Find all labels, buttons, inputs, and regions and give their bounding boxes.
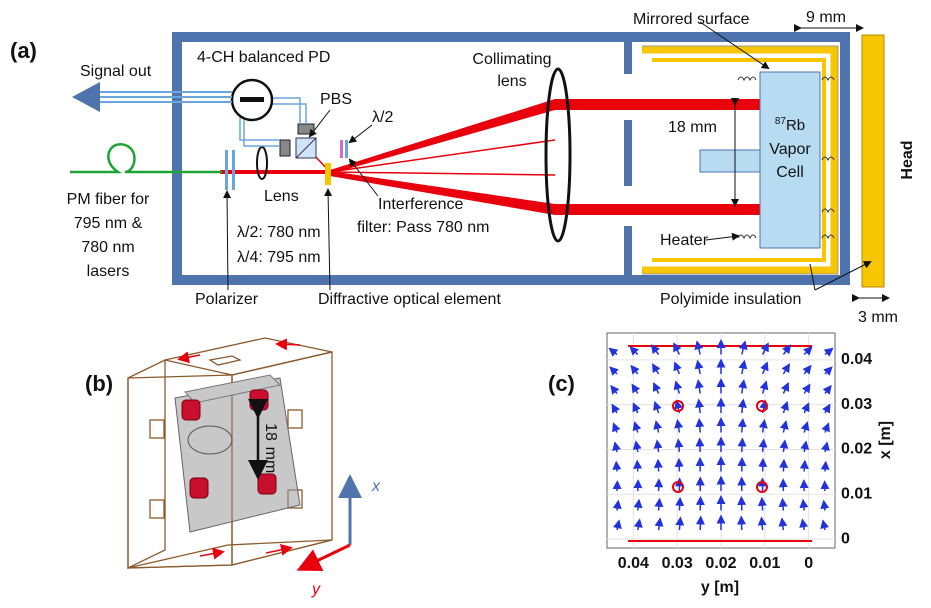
signal-arrow <box>72 82 100 112</box>
vapor-cell <box>760 72 820 248</box>
panel-label: (b) <box>85 371 113 396</box>
label: Heater <box>660 232 709 249</box>
panel-c: (c) y [m] x [m] 0.04 0.03 0.02 0.01 0 0 0.01 0.… <box>548 333 894 596</box>
label: PBS <box>320 91 352 108</box>
axis-label: x <box>371 478 381 495</box>
partition <box>624 120 632 186</box>
head-label: Head <box>899 140 916 179</box>
label: PM fiber for <box>67 191 150 208</box>
field-arrow <box>700 517 701 530</box>
cell-stem <box>700 150 760 172</box>
y-tick-label: 0.01 <box>841 485 872 502</box>
field-arrow <box>658 460 659 471</box>
element: Rb <box>786 117 805 134</box>
axis-label: y <box>311 581 321 598</box>
x-tick-label: 0.02 <box>705 555 736 572</box>
field-arrow <box>659 499 660 510</box>
label: Lens <box>264 188 299 205</box>
label: Polyimide insulation <box>660 291 801 308</box>
field-arrow <box>825 462 826 471</box>
label: Mirrored surface <box>633 11 750 28</box>
label: Collimating <box>472 51 551 68</box>
label: lens <box>497 73 526 90</box>
cell-label: Cell <box>776 164 804 181</box>
pd-sign <box>240 97 264 102</box>
label: 18 mm <box>668 119 717 136</box>
y-tick-label: 0.02 <box>841 441 872 458</box>
photodiode <box>298 124 314 134</box>
field-arrow <box>699 419 700 432</box>
label: lasers <box>87 263 130 280</box>
field-arrow <box>782 499 783 510</box>
field-arrow <box>762 498 763 510</box>
label: 780 nm <box>81 239 134 256</box>
photodiode <box>280 140 290 156</box>
field-arrow <box>637 461 638 471</box>
y-tick-label: 0.03 <box>841 396 872 413</box>
label: Interference <box>378 196 463 213</box>
field-arrow <box>700 439 701 452</box>
field-arrow <box>616 462 617 471</box>
page: { "panel_a": { "label": "(a)", "signal_o… <box>0 0 931 608</box>
head-plate <box>862 35 884 287</box>
waveplate <box>340 140 343 158</box>
label: 4-CH balanced PD <box>197 49 330 66</box>
y-axis-label: x [m] <box>877 421 894 459</box>
label: 9 mm <box>806 9 846 26</box>
polarizer <box>225 150 228 190</box>
cell-label: Vapor <box>769 141 811 158</box>
label: 795 nm & <box>74 215 143 232</box>
figure: (a) 87Rb Vapor Cell <box>0 0 931 608</box>
y-tick-label: 0 <box>841 530 850 547</box>
panel-b: (b) 18 mm x y <box>85 338 381 598</box>
partition <box>624 226 632 276</box>
waveplate <box>345 140 348 158</box>
field-arrow <box>742 439 743 452</box>
label: Diffractive optical element <box>318 291 501 308</box>
field-arrow <box>783 460 784 471</box>
isotope: 87 <box>775 116 787 127</box>
x-tick-label: 0.01 <box>749 555 780 572</box>
dimension: 18 <box>262 423 279 441</box>
field-arrow <box>741 517 742 530</box>
field-arrow <box>679 518 680 530</box>
label: λ/4: 795 nm <box>237 249 321 266</box>
panel-a: (a) 87Rb Vapor Cell <box>10 9 916 326</box>
x-tick-label: 0.03 <box>662 555 693 572</box>
panel-label: (c) <box>548 371 575 396</box>
field-arrow <box>804 461 805 471</box>
label: Signal out <box>80 63 152 80</box>
dimension: mm <box>262 447 279 474</box>
label: Polarizer <box>195 291 259 308</box>
label: filter: Pass 780 nm <box>357 219 490 236</box>
field-arrow <box>679 498 680 510</box>
label: 3 mm <box>858 309 898 326</box>
x-tick-label: 0 <box>804 555 813 572</box>
panel-label: (a) <box>10 38 37 63</box>
waveplate <box>232 150 235 190</box>
partition <box>624 42 632 74</box>
label: λ/2 <box>372 109 393 126</box>
field-arrow <box>742 419 743 432</box>
x-tick-label: 0.04 <box>618 555 649 572</box>
field-arrow <box>762 518 763 530</box>
doe <box>325 163 331 185</box>
y-tick-label: 0.04 <box>841 351 872 368</box>
label: λ/2: 780 nm <box>237 224 321 241</box>
axis-arrow <box>302 545 350 568</box>
x-axis-label: y [m] <box>701 579 739 596</box>
